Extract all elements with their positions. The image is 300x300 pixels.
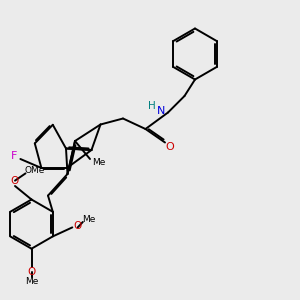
Text: O: O: [165, 142, 174, 152]
Text: O: O: [27, 267, 36, 277]
Text: N: N: [157, 106, 166, 116]
Text: O: O: [10, 176, 19, 186]
Text: Me: Me: [82, 215, 95, 224]
Text: Me: Me: [92, 158, 106, 167]
Text: F: F: [11, 151, 18, 161]
Text: H: H: [148, 101, 155, 111]
Text: OMe: OMe: [24, 166, 45, 175]
Text: Me: Me: [25, 277, 38, 286]
Text: O: O: [74, 221, 82, 231]
